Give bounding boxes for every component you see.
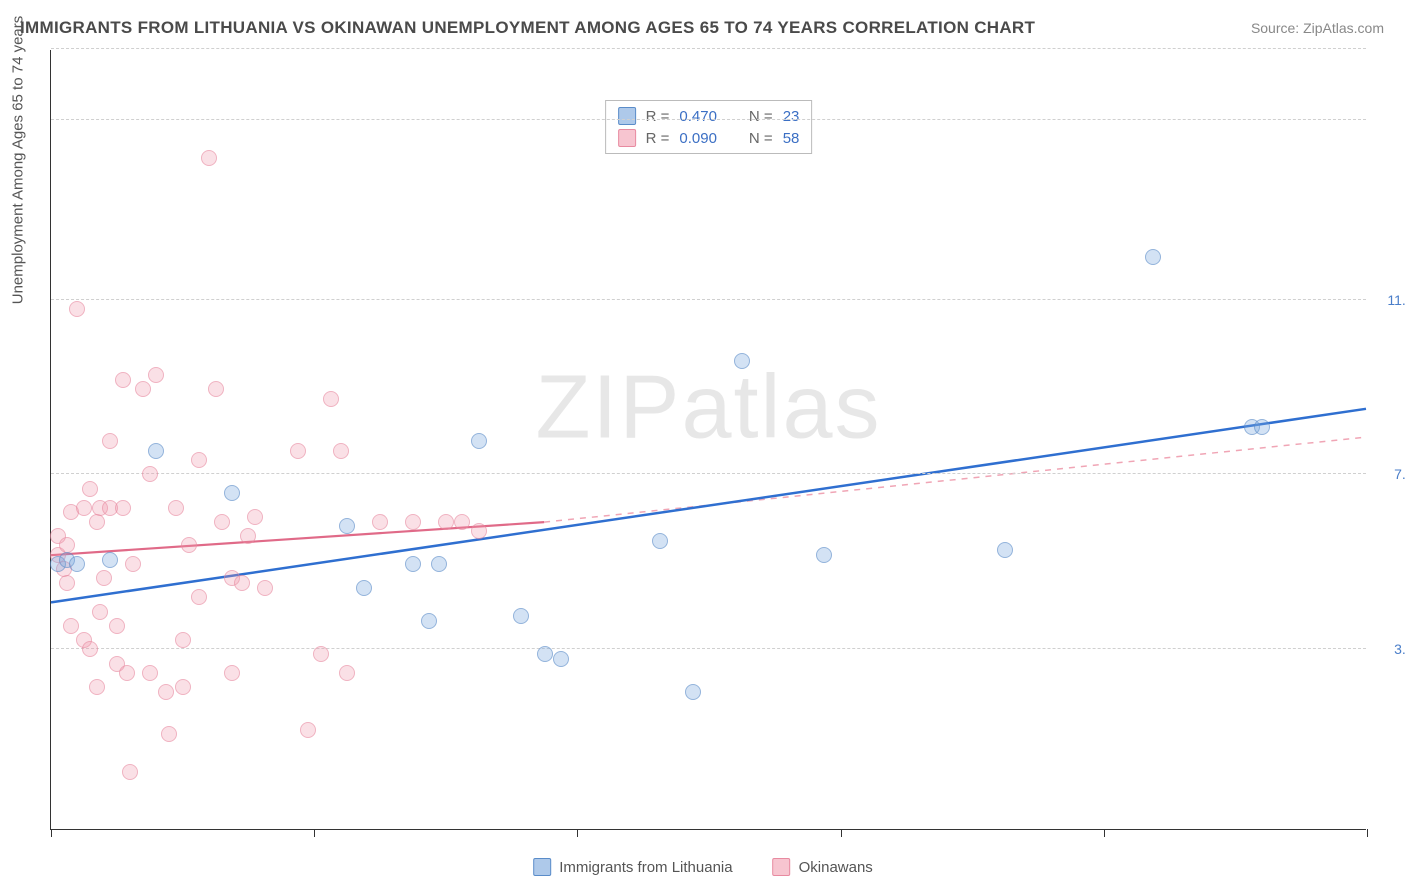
data-point xyxy=(300,722,316,738)
y-tick-label: 11.2% xyxy=(1371,292,1406,308)
legend-label-blue: Immigrants from Lithuania xyxy=(559,859,732,876)
data-point xyxy=(161,726,177,742)
gridline-h xyxy=(51,299,1366,300)
legend-bottom: Immigrants from Lithuania Okinawans xyxy=(533,858,873,876)
data-point xyxy=(76,500,92,516)
data-point xyxy=(82,481,98,497)
plot-area: ZIPatlas R = 0.470 N = 23 R = 0.090 N = … xyxy=(50,50,1366,830)
data-point xyxy=(63,618,79,634)
data-point xyxy=(181,537,197,553)
data-point xyxy=(69,556,85,572)
data-point xyxy=(471,523,487,539)
data-point xyxy=(240,528,256,544)
data-point xyxy=(224,665,240,681)
data-point xyxy=(119,665,135,681)
data-point xyxy=(405,514,421,530)
y-axis-label: Unemployment Among Ages 65 to 74 years xyxy=(10,16,27,305)
chart-title: IMMIGRANTS FROM LITHUANIA VS OKINAWAN UN… xyxy=(20,18,1035,38)
data-point xyxy=(148,443,164,459)
data-point xyxy=(142,665,158,681)
data-point xyxy=(323,391,339,407)
data-point xyxy=(247,509,263,525)
data-point xyxy=(69,301,85,317)
data-point xyxy=(115,372,131,388)
data-point xyxy=(102,433,118,449)
legend-item-blue: Immigrants from Lithuania xyxy=(533,858,732,876)
data-point xyxy=(1254,419,1270,435)
data-point xyxy=(431,556,447,572)
data-point xyxy=(339,665,355,681)
data-point xyxy=(513,608,529,624)
gridline-h xyxy=(51,48,1366,49)
data-point xyxy=(734,353,750,369)
data-point xyxy=(115,500,131,516)
data-point xyxy=(224,485,240,501)
gridline-h xyxy=(51,648,1366,649)
x-tick xyxy=(1104,829,1105,837)
data-point xyxy=(148,367,164,383)
chart-container: IMMIGRANTS FROM LITHUANIA VS OKINAWAN UN… xyxy=(0,0,1406,892)
data-point xyxy=(356,580,372,596)
x-tick xyxy=(577,829,578,837)
data-point xyxy=(102,552,118,568)
swatch-blue-icon xyxy=(533,858,551,876)
data-point xyxy=(685,684,701,700)
data-point xyxy=(125,556,141,572)
data-point xyxy=(92,604,108,620)
data-point xyxy=(201,150,217,166)
data-point xyxy=(82,641,98,657)
data-point xyxy=(175,679,191,695)
data-point xyxy=(191,589,207,605)
data-point xyxy=(257,580,273,596)
data-point xyxy=(89,679,105,695)
data-point xyxy=(313,646,329,662)
x-tick xyxy=(841,829,842,837)
y-tick-label: 7.5% xyxy=(1371,466,1406,482)
data-point xyxy=(652,533,668,549)
x-tick xyxy=(1367,829,1368,837)
data-point xyxy=(168,500,184,516)
data-point xyxy=(816,547,832,563)
swatch-pink-icon xyxy=(773,858,791,876)
data-point xyxy=(214,514,230,530)
x-tick xyxy=(51,829,52,837)
source-label: Source: ZipAtlas.com xyxy=(1251,20,1384,36)
data-point xyxy=(290,443,306,459)
data-point xyxy=(1145,249,1161,265)
data-point xyxy=(234,575,250,591)
data-point xyxy=(997,542,1013,558)
data-point xyxy=(175,632,191,648)
data-point xyxy=(553,651,569,667)
data-point xyxy=(405,556,421,572)
trend-lines xyxy=(51,50,1366,829)
data-point xyxy=(454,514,470,530)
data-point xyxy=(142,466,158,482)
data-point xyxy=(537,646,553,662)
data-point xyxy=(438,514,454,530)
y-tick-label: 3.8% xyxy=(1371,641,1406,657)
data-point xyxy=(59,575,75,591)
data-point xyxy=(191,452,207,468)
data-point xyxy=(158,684,174,700)
gridline-h xyxy=(51,473,1366,474)
legend-item-pink: Okinawans xyxy=(773,858,873,876)
data-point xyxy=(471,433,487,449)
data-point xyxy=(109,618,125,634)
data-point xyxy=(208,381,224,397)
data-point xyxy=(421,613,437,629)
data-point xyxy=(96,570,112,586)
data-point xyxy=(372,514,388,530)
x-tick xyxy=(314,829,315,837)
data-point xyxy=(122,764,138,780)
data-point xyxy=(135,381,151,397)
data-point xyxy=(333,443,349,459)
data-point xyxy=(339,518,355,534)
legend-label-pink: Okinawans xyxy=(799,859,873,876)
data-point xyxy=(89,514,105,530)
gridline-h xyxy=(51,119,1366,120)
